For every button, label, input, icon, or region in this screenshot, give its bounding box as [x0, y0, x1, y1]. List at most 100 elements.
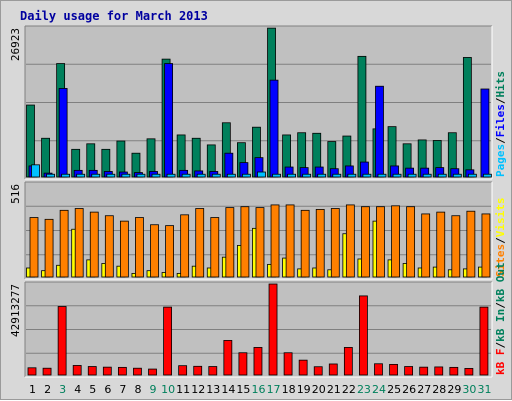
legend-kb-part: /: [494, 342, 507, 349]
sites-bar: [240, 206, 250, 278]
pages-bar: [242, 173, 251, 178]
pages-bar: [136, 173, 146, 178]
pages-bar: [151, 173, 161, 178]
pages-bar: [121, 173, 131, 178]
pages-bar: [362, 173, 372, 178]
kb-bar: [27, 367, 37, 376]
day-label: 16: [252, 383, 266, 396]
pages-bar: [106, 173, 116, 178]
day-label: 19: [297, 383, 311, 396]
kb-bar: [268, 283, 278, 376]
sites-bar: [300, 209, 310, 278]
pages-bar: [272, 173, 281, 178]
day-label: 13: [206, 383, 220, 396]
legend-hits-part: Pages: [494, 144, 507, 177]
chart-title: Daily usage for March 2013: [20, 9, 208, 23]
sites-bar: [466, 210, 476, 278]
pages-bar: [422, 173, 432, 178]
legend-kb-part: /: [494, 302, 507, 309]
sites-bar: [104, 215, 114, 278]
legend-kb-part: kB Out: [494, 262, 507, 302]
sites-bar: [481, 213, 491, 278]
hits-bar: [116, 140, 126, 178]
kb-bar: [283, 352, 293, 376]
kb-bar: [238, 352, 248, 376]
day-label: 14: [221, 383, 235, 396]
sites-bar: [135, 217, 144, 278]
kb-bar: [419, 366, 429, 376]
day-label: 3: [59, 383, 66, 396]
hits-bar: [41, 137, 50, 178]
kb-bar: [313, 366, 323, 376]
kb-bar: [434, 366, 444, 376]
kb-bar: [117, 366, 127, 376]
day-label: 17: [267, 383, 281, 396]
pages-bar: [287, 173, 296, 178]
kb-bar: [148, 368, 157, 376]
pages-bar: [437, 173, 447, 178]
pages-bar: [211, 173, 221, 178]
pages-bar: [257, 171, 266, 178]
kb-bar: [359, 295, 368, 376]
kb-bar: [178, 365, 188, 376]
hits-ymax-label: 26923: [9, 28, 22, 61]
kb-bar: [133, 367, 142, 376]
sites-bar: [391, 205, 400, 278]
kb-bar: [223, 340, 233, 376]
sites-bar: [376, 206, 385, 278]
files-bar: [269, 79, 279, 178]
legend-hits-part: /: [494, 137, 507, 144]
pages-bar: [407, 173, 417, 178]
kb-bar: [253, 347, 263, 376]
pages-bar: [166, 173, 176, 178]
sites-bar: [195, 208, 205, 278]
sites-bar: [421, 213, 431, 278]
kb-bar: [479, 306, 489, 376]
kb-ymax-label: 42913277: [9, 284, 22, 337]
kb-bar: [464, 368, 474, 376]
files-bar: [480, 88, 490, 178]
day-label: 21: [327, 383, 341, 396]
pages-bar: [483, 173, 492, 178]
pages-bar: [91, 173, 101, 178]
sites-bar: [210, 217, 220, 278]
hits-bar: [357, 55, 367, 178]
kb-bar: [163, 306, 172, 376]
day-label: 12: [191, 383, 205, 396]
day-label: 24: [372, 383, 386, 396]
kb-bar: [389, 363, 398, 376]
pages-bar: [452, 173, 462, 178]
sites-bar: [74, 208, 84, 278]
kb-bar: [72, 365, 82, 376]
day-label: 6: [104, 383, 111, 396]
day-label: 27: [417, 383, 431, 396]
day-label: 8: [134, 383, 141, 396]
day-label: 18: [282, 383, 296, 396]
pages-bar: [181, 173, 191, 178]
day-label: 7: [119, 383, 126, 396]
pages-bar: [377, 173, 387, 178]
kb-bar: [374, 363, 383, 376]
pages-bar: [226, 173, 236, 178]
sites-bar: [150, 224, 159, 278]
legend-hits-part: Hits: [494, 71, 507, 98]
sites-bar: [255, 207, 265, 278]
pages-bar: [196, 173, 206, 178]
sites-bar: [315, 209, 325, 278]
pages-bar: [392, 173, 402, 178]
sites-bar: [44, 218, 54, 278]
legend-kb: kB F/kB In/kB Out: [494, 262, 507, 375]
sites-bar: [406, 206, 416, 278]
sites-bar: [119, 220, 129, 278]
kb-bar: [404, 366, 414, 376]
day-label: 28: [432, 383, 446, 396]
day-label: 10: [161, 383, 175, 396]
kb-bar: [42, 367, 52, 376]
pages-bar: [467, 173, 477, 178]
legend-kb-part: kB In: [494, 309, 507, 342]
pages-bar: [76, 173, 86, 178]
day-label: 4: [74, 383, 81, 396]
kb-bar: [298, 359, 308, 376]
legend-kb-part: kB F: [494, 349, 507, 376]
